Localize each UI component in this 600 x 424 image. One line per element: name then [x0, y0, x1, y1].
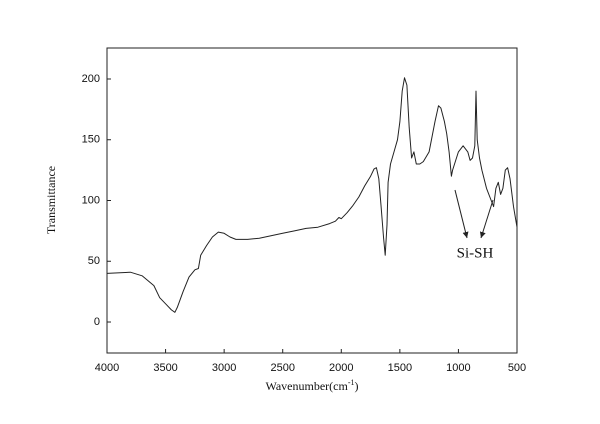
y-tick-label: 0 — [94, 316, 100, 328]
y-tick-label: 50 — [88, 255, 100, 267]
y-tick-label: 200 — [82, 73, 100, 85]
annotation-arrow — [454, 189, 469, 239]
x-axis-label-sup: -1 — [348, 378, 355, 387]
x-tick-label: 1000 — [446, 362, 470, 374]
x-tick-label: 2000 — [329, 362, 353, 374]
x-tick-label: 4000 — [95, 362, 119, 374]
y-axis-label: Transmittance — [44, 166, 58, 234]
annotation-arrow — [479, 199, 494, 239]
spectrum-line — [106, 77, 518, 313]
x-tick-label: 1500 — [388, 362, 412, 374]
y-tick-label: 100 — [82, 194, 100, 206]
x-tick-label: 2500 — [270, 362, 294, 374]
x-axis-label: Wavenumber(cm-1) — [265, 378, 358, 393]
x-axis-label-suffix: ) — [355, 379, 359, 393]
y-tick-label: 150 — [82, 134, 100, 146]
x-tick-label: 500 — [508, 362, 526, 374]
x-tick-label: 3500 — [153, 362, 177, 374]
x-tick-label: 3000 — [212, 362, 236, 374]
x-axis-label-text: Wavenumber(cm — [265, 379, 348, 393]
annotation: Si-SH — [457, 245, 494, 261]
